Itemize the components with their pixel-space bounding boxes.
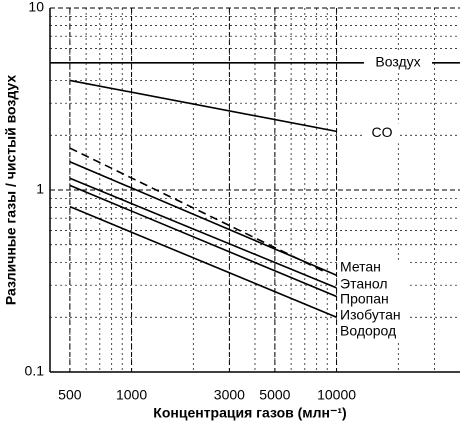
label-bg: [339, 260, 407, 276]
label-bg: [339, 324, 407, 340]
label-bg: [364, 52, 432, 73]
series-line: [69, 205, 337, 318]
x-tick-label: 3000: [214, 387, 245, 403]
series-line: [69, 147, 328, 274]
y-tick-label: 0.1: [25, 363, 45, 379]
series-label: Водород: [340, 323, 396, 339]
series-label: Этанол: [340, 276, 387, 292]
series-label: Метан: [340, 259, 381, 275]
series-line: [69, 177, 337, 289]
series-label: Пропан: [340, 291, 389, 307]
series-line: [69, 79, 337, 133]
label-bg: [339, 308, 407, 324]
x-axis-title: Концентрация газов (млн⁻¹): [153, 405, 346, 421]
series-label: CO: [372, 124, 393, 140]
label-bg: [339, 292, 407, 308]
y-tick-label: 10: [28, 0, 44, 15]
label-bg: [339, 277, 407, 293]
x-tick-label: 10000: [317, 387, 356, 403]
series-label: Изобутан: [340, 307, 401, 323]
x-tick-label: 1000: [116, 387, 147, 403]
x-tick-label: 500: [58, 387, 82, 403]
label-bg: [364, 123, 400, 144]
series-label: Воздух: [375, 53, 420, 69]
series-line: [69, 184, 337, 298]
y-axis-title: Различные газы / чистый воздух: [3, 75, 19, 306]
x-tick-label: 5000: [259, 387, 290, 403]
y-tick-label: 1: [36, 181, 44, 197]
